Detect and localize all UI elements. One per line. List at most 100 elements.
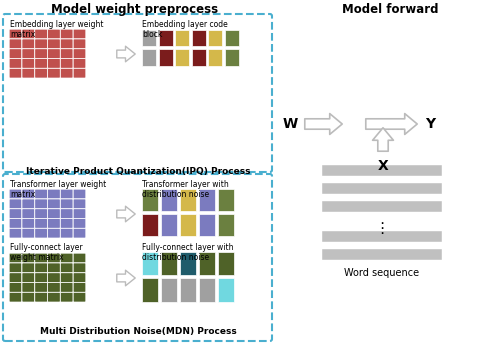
FancyBboxPatch shape [3, 14, 272, 172]
FancyBboxPatch shape [48, 29, 60, 39]
Text: Y: Y [425, 117, 435, 131]
FancyBboxPatch shape [48, 39, 60, 48]
FancyBboxPatch shape [60, 39, 73, 48]
FancyBboxPatch shape [73, 189, 86, 199]
FancyBboxPatch shape [35, 228, 48, 238]
Bar [322, 249, 442, 260]
FancyBboxPatch shape [60, 219, 73, 228]
FancyBboxPatch shape [60, 69, 73, 78]
FancyBboxPatch shape [73, 69, 86, 78]
FancyBboxPatch shape [35, 253, 48, 263]
Text: Iterative Product Quantization(IPQ) Process: Iterative Product Quantization(IPQ) Proc… [26, 167, 250, 176]
FancyBboxPatch shape [60, 189, 73, 199]
Text: Fully-connect layer with
distribution noise: Fully-connect layer with distribution no… [142, 243, 234, 262]
FancyBboxPatch shape [48, 228, 60, 238]
FancyBboxPatch shape [9, 199, 22, 209]
Bar [199, 189, 215, 211]
FancyBboxPatch shape [35, 199, 48, 209]
FancyBboxPatch shape [73, 39, 86, 48]
Text: Embedding layer weight
matrix: Embedding layer weight matrix [10, 20, 104, 39]
FancyBboxPatch shape [48, 58, 60, 68]
FancyBboxPatch shape [22, 273, 34, 282]
FancyBboxPatch shape [3, 174, 272, 341]
Bar [208, 49, 222, 66]
FancyBboxPatch shape [73, 199, 86, 209]
FancyBboxPatch shape [22, 253, 34, 263]
FancyBboxPatch shape [22, 69, 34, 78]
FancyBboxPatch shape [9, 39, 22, 48]
FancyBboxPatch shape [35, 49, 48, 58]
Bar [224, 30, 238, 46]
FancyBboxPatch shape [22, 283, 34, 292]
FancyBboxPatch shape [9, 263, 22, 273]
FancyBboxPatch shape [60, 29, 73, 39]
FancyBboxPatch shape [35, 209, 48, 218]
FancyBboxPatch shape [22, 263, 34, 273]
Bar [175, 49, 189, 66]
FancyBboxPatch shape [9, 253, 22, 263]
Bar [142, 214, 158, 236]
FancyBboxPatch shape [73, 209, 86, 218]
Bar [161, 214, 177, 236]
FancyBboxPatch shape [22, 219, 34, 228]
FancyBboxPatch shape [35, 263, 48, 273]
FancyBboxPatch shape [48, 69, 60, 78]
FancyBboxPatch shape [73, 58, 86, 68]
FancyBboxPatch shape [35, 69, 48, 78]
Bar [158, 49, 172, 66]
FancyBboxPatch shape [9, 273, 22, 282]
Text: Model forward: Model forward [342, 3, 438, 16]
Bar [218, 252, 234, 275]
FancyBboxPatch shape [48, 219, 60, 228]
FancyBboxPatch shape [9, 283, 22, 292]
FancyBboxPatch shape [73, 253, 86, 263]
FancyBboxPatch shape [60, 253, 73, 263]
Bar [158, 30, 172, 46]
Text: Fully-connect layer
weight matrix: Fully-connect layer weight matrix [10, 243, 83, 262]
FancyBboxPatch shape [22, 228, 34, 238]
FancyBboxPatch shape [22, 49, 34, 58]
Bar [199, 214, 215, 236]
FancyBboxPatch shape [9, 58, 22, 68]
FancyBboxPatch shape [22, 292, 34, 302]
Bar [199, 252, 215, 275]
FancyBboxPatch shape [60, 199, 73, 209]
Bar [208, 30, 222, 46]
Bar [192, 49, 205, 66]
Text: Multi Distribution Noise(MDN) Process: Multi Distribution Noise(MDN) Process [40, 327, 236, 336]
Text: X: X [378, 159, 388, 173]
Bar [192, 30, 205, 46]
FancyBboxPatch shape [35, 189, 48, 199]
FancyBboxPatch shape [73, 273, 86, 282]
Text: Word sequence: Word sequence [344, 268, 420, 278]
Text: Embedding layer code
block: Embedding layer code block [142, 20, 228, 39]
Bar [180, 252, 196, 275]
Bar [224, 49, 238, 66]
FancyBboxPatch shape [22, 29, 34, 39]
FancyBboxPatch shape [9, 219, 22, 228]
Bar [161, 278, 177, 302]
FancyBboxPatch shape [9, 209, 22, 218]
FancyBboxPatch shape [48, 253, 60, 263]
FancyBboxPatch shape [48, 283, 60, 292]
FancyBboxPatch shape [9, 29, 22, 39]
Bar [161, 189, 177, 211]
FancyBboxPatch shape [22, 39, 34, 48]
FancyBboxPatch shape [9, 49, 22, 58]
Bar [199, 278, 215, 302]
Text: Transformer layer weight
matrix: Transformer layer weight matrix [10, 180, 106, 199]
Bar [218, 278, 234, 302]
FancyBboxPatch shape [9, 292, 22, 302]
FancyBboxPatch shape [9, 189, 22, 199]
FancyBboxPatch shape [48, 199, 60, 209]
Bar [142, 189, 158, 211]
Text: Model weight preprocess: Model weight preprocess [52, 3, 218, 16]
Bar [180, 189, 196, 211]
Text: W: W [282, 117, 298, 131]
FancyBboxPatch shape [73, 263, 86, 273]
Bar [322, 231, 442, 242]
Bar [322, 183, 442, 194]
Bar [142, 30, 156, 46]
Bar [142, 278, 158, 302]
FancyBboxPatch shape [60, 228, 73, 238]
